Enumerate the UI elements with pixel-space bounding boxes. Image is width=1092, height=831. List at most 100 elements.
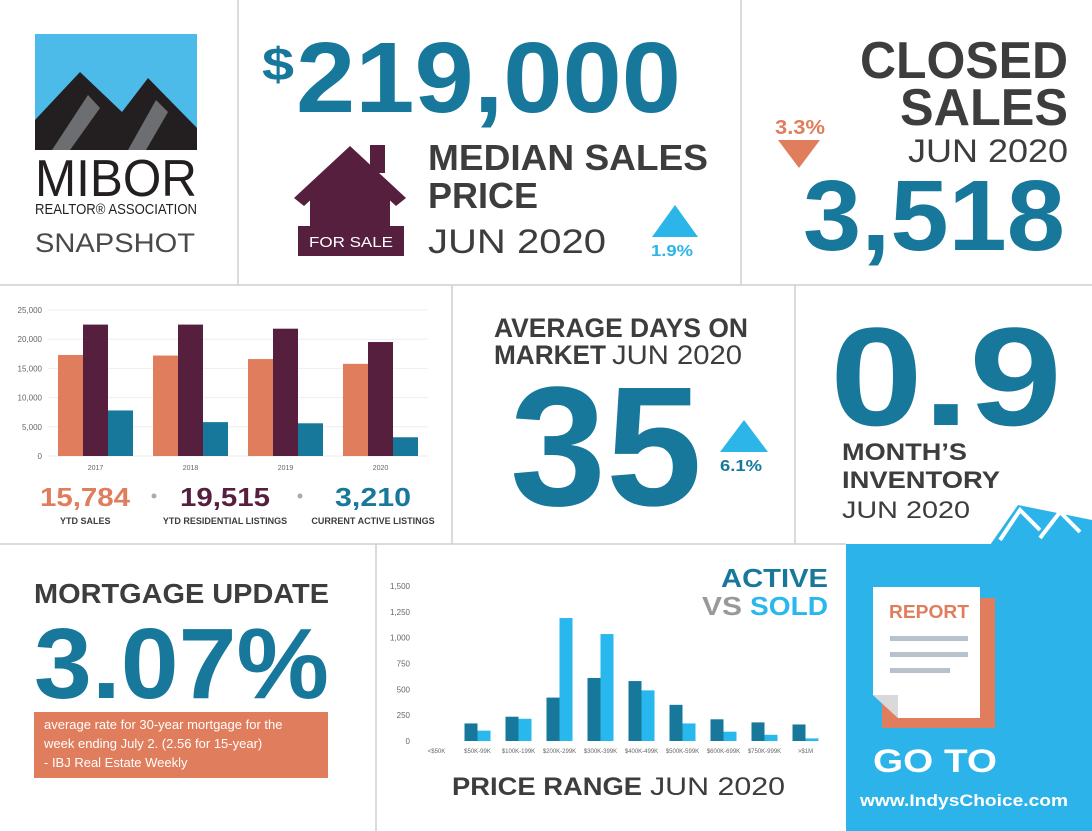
doc-label: REPORT	[889, 602, 969, 622]
logo-tagline: REALTOR® ASSOCIATION	[35, 201, 197, 218]
closed-change: 3.3%	[775, 117, 825, 139]
x-tick-label: 2018	[183, 465, 199, 472]
bar	[108, 410, 133, 456]
logo-stripe	[128, 100, 168, 150]
bar	[58, 354, 83, 456]
bar	[710, 719, 724, 741]
x-axis-date: JUN 2020	[650, 773, 785, 801]
mortgage-note: week ending July 2. (2.56 for 15-year)	[43, 736, 262, 751]
dot	[151, 493, 157, 499]
y-tick-label: 0	[406, 737, 411, 746]
bar	[248, 359, 273, 456]
y-tick-label: 500	[397, 685, 411, 694]
bar	[764, 734, 778, 741]
y-tick-label: 20,000	[18, 335, 43, 344]
x-tick-label: $400K-499K	[625, 749, 658, 755]
y-tick-label: 250	[397, 711, 411, 720]
median-change: 1.9%	[651, 243, 693, 260]
mortgage-note: - IBJ Real Estate Weekly	[44, 755, 188, 770]
days-label: MARKET	[494, 340, 606, 370]
legend-label: ACTIVE	[721, 563, 828, 593]
doc-fold	[873, 695, 898, 718]
bar	[464, 723, 478, 741]
bar	[273, 328, 298, 456]
y-tick-label: 0	[38, 452, 43, 461]
report-icon	[873, 587, 995, 728]
bar	[518, 718, 532, 741]
days-label: AVERAGE DAYS ON	[494, 313, 748, 343]
house-icon	[294, 145, 406, 256]
bar	[669, 704, 683, 741]
value-label: 19,515	[180, 482, 270, 512]
closed-label: SALES	[900, 79, 1068, 137]
url: www.IndysChoice.com	[859, 791, 1068, 810]
inventory-value: 0.9	[830, 298, 1062, 455]
sign-text: FOR SALE	[309, 234, 393, 251]
x-tick-label: $100K-199K	[502, 749, 535, 755]
bar	[477, 730, 491, 741]
bar	[298, 423, 323, 456]
mortgage-value: 3.07%	[34, 608, 329, 720]
inventory-label: INVENTORY	[842, 467, 1000, 494]
days-date: JUN 2020	[612, 340, 742, 370]
bar	[682, 723, 696, 741]
logo-subtitle: SNAPSHOT	[35, 228, 195, 258]
bar	[178, 324, 203, 456]
legend-label: SOLD	[750, 591, 828, 621]
value-label: 15,784	[40, 482, 131, 512]
median-value: 219,000	[296, 22, 681, 134]
up-arrow	[652, 205, 698, 237]
doc-line	[890, 668, 950, 673]
bar	[641, 690, 655, 741]
days-change: 6.1%	[720, 458, 762, 475]
y-tick-label: 1,000	[390, 634, 411, 643]
doc-line	[890, 652, 968, 657]
bar	[792, 724, 806, 741]
y-tick-label: 10,000	[18, 394, 43, 403]
legend-connector: VS	[702, 591, 742, 621]
bar	[343, 363, 368, 456]
x-tick-label: $500K-599K	[666, 749, 699, 755]
y-tick-label: 750	[397, 660, 411, 669]
bar	[393, 437, 418, 456]
up-arrow	[720, 420, 768, 452]
x-tick-label: 2019	[278, 465, 294, 472]
bar	[628, 681, 642, 741]
x-tick-label: 2017	[88, 465, 104, 472]
bar	[751, 722, 765, 741]
x-tick-label: $50K-99K	[464, 749, 491, 755]
currency: $	[262, 38, 294, 90]
logo-icon	[35, 34, 197, 150]
bar	[587, 677, 601, 741]
down-arrow	[778, 140, 820, 168]
x-tick-label: $750K-999K	[748, 749, 781, 755]
inventory-label: MONTH’S	[842, 439, 967, 466]
bar	[546, 697, 560, 741]
house-body	[310, 160, 390, 226]
closed-value: 3,518	[803, 160, 1065, 272]
logo-name: MIBOR	[35, 150, 197, 208]
closed-date: JUN 2020	[908, 133, 1068, 169]
x-tick-label: $300K-399K	[584, 749, 617, 755]
y-tick-label: 25,000	[18, 306, 43, 315]
median-date: JUN 2020	[428, 223, 606, 261]
y-tick-label: 15,000	[18, 364, 43, 373]
median-label: PRICE	[428, 175, 538, 216]
x-tick-label: 2020	[373, 465, 389, 472]
panel-fold	[990, 505, 1092, 545]
sign	[298, 226, 404, 256]
bar	[203, 422, 228, 456]
chimney	[370, 145, 385, 173]
legend-label: CURRENT ACTIVE LISTINGS	[311, 516, 434, 526]
doc-line	[890, 636, 968, 641]
x-axis-title: PRICE RANGE	[452, 773, 642, 801]
bar	[153, 355, 178, 456]
legend-label: YTD RESIDENTIAL LISTINGS	[163, 516, 287, 526]
median-label: MEDIAN SALES	[428, 137, 708, 178]
bar	[559, 618, 573, 741]
y-tick-label: 1,250	[390, 608, 411, 617]
note-box	[34, 712, 328, 778]
